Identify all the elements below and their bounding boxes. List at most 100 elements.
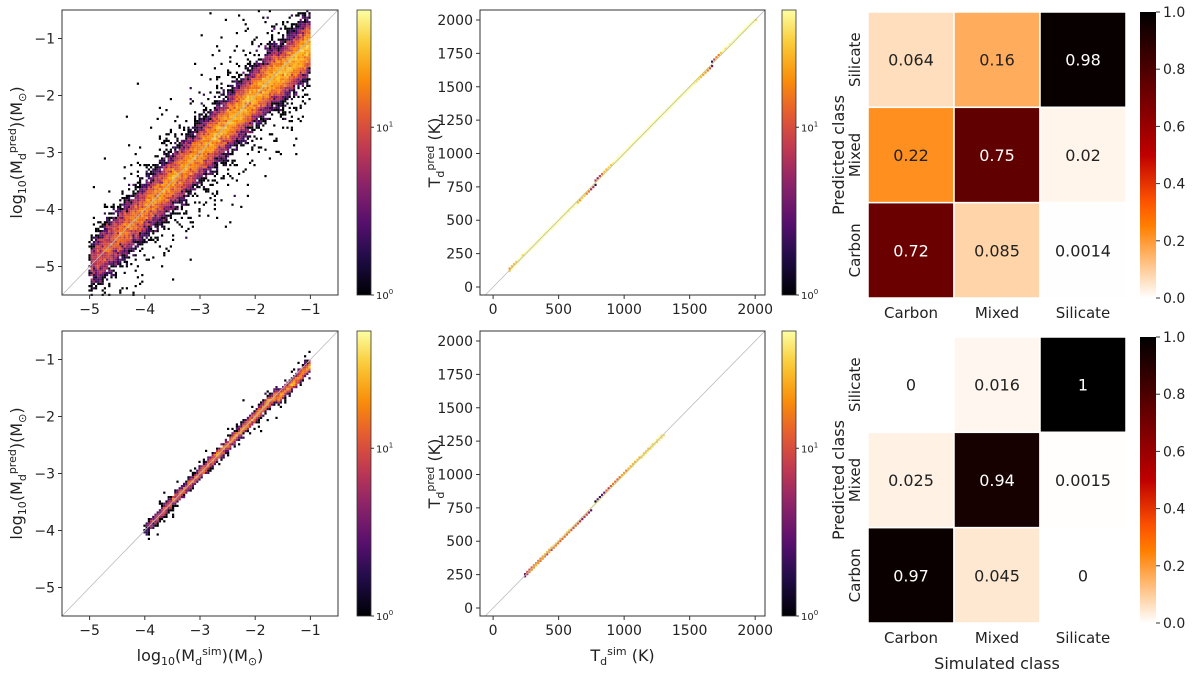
density-bin — [288, 73, 291, 76]
density-bin — [222, 454, 225, 457]
density-bin — [176, 190, 179, 193]
density-bin — [279, 27, 282, 30]
density-bin — [264, 122, 267, 125]
density-bin — [114, 210, 117, 213]
density-bin — [150, 227, 153, 230]
density-bin — [275, 416, 278, 419]
density-bin — [191, 168, 194, 171]
density-bin — [246, 95, 249, 98]
density-bin — [183, 496, 186, 499]
density-bin — [152, 205, 155, 208]
density-bin — [150, 199, 153, 202]
density-bin — [264, 109, 267, 112]
density-bin — [301, 51, 304, 54]
density-bin — [306, 23, 309, 26]
density-bin — [198, 146, 201, 149]
density-bin — [216, 192, 219, 195]
density-bin — [306, 54, 309, 57]
density-bin — [213, 164, 216, 167]
density-bin — [249, 104, 252, 107]
density-bin — [187, 181, 190, 184]
density-bin — [209, 157, 212, 160]
density-bin — [667, 106, 670, 109]
density-bin — [260, 98, 263, 101]
density-bin — [95, 249, 98, 252]
density-bin — [233, 111, 236, 114]
density-bin — [213, 155, 216, 158]
density-bin — [130, 221, 133, 224]
density-bin — [304, 69, 307, 72]
density-bin — [304, 80, 307, 83]
density-bin — [141, 243, 144, 246]
label-part: sim — [607, 645, 627, 658]
density-bin — [218, 157, 221, 160]
density-bin — [145, 186, 148, 189]
y-tick-label: −3 — [34, 467, 55, 483]
density-bin — [205, 155, 208, 158]
density-bin — [205, 190, 208, 193]
density-bin — [550, 225, 553, 228]
density-bin — [207, 124, 210, 127]
density-bin — [242, 82, 245, 85]
density-bin — [156, 192, 159, 195]
density-bin — [136, 205, 139, 208]
density-bin — [99, 267, 102, 270]
density-bin — [189, 188, 192, 191]
density-bin — [268, 78, 271, 81]
density-bin — [161, 518, 164, 521]
density-bin — [227, 84, 230, 87]
density-bin — [273, 102, 276, 105]
density-bin — [286, 73, 289, 76]
density-bin — [158, 177, 161, 180]
density-bin — [207, 463, 210, 466]
density-bin — [167, 164, 170, 167]
density-bin — [242, 170, 245, 173]
density-bin — [216, 460, 219, 463]
density-bin — [279, 87, 282, 90]
density-bin — [132, 199, 135, 202]
density-bin — [271, 47, 274, 50]
density-bin — [132, 243, 135, 246]
density-bin — [106, 234, 109, 237]
density-bin — [295, 65, 298, 68]
density-bin — [220, 124, 223, 127]
density-bin — [163, 254, 166, 257]
density-bin — [213, 153, 216, 156]
density-bin — [189, 221, 192, 224]
density-bin — [257, 421, 260, 424]
density-bin — [161, 164, 164, 167]
density-bin — [231, 98, 234, 101]
density-bin — [249, 95, 252, 98]
density-bin — [220, 126, 223, 129]
density-bin — [299, 56, 302, 59]
density-bin — [150, 188, 153, 191]
density-bin — [242, 18, 245, 21]
density-bin — [235, 87, 238, 90]
density-bin — [187, 489, 190, 492]
density-bin — [158, 199, 161, 202]
density-bin — [306, 45, 309, 48]
density-bin — [240, 106, 243, 109]
density-bin — [290, 62, 293, 65]
density-bin — [271, 87, 274, 90]
density-bin — [293, 95, 296, 98]
density-bin — [150, 212, 153, 215]
density-bin — [117, 245, 120, 248]
density-bin — [242, 71, 245, 74]
density-bin — [297, 361, 300, 364]
density-bin — [161, 234, 164, 237]
density-bin — [264, 412, 267, 415]
density-bin — [108, 219, 111, 222]
density-bin — [172, 159, 175, 162]
density-bin — [213, 170, 216, 173]
density-bin — [218, 126, 221, 129]
density-bin — [220, 146, 223, 149]
density-bin — [156, 219, 159, 222]
density-bin — [233, 102, 236, 105]
density-bin — [268, 84, 271, 87]
density-bin — [90, 243, 93, 246]
density-bin — [92, 249, 95, 252]
density-bin — [266, 98, 269, 101]
density-bin — [304, 62, 307, 65]
density-bin — [139, 201, 142, 204]
